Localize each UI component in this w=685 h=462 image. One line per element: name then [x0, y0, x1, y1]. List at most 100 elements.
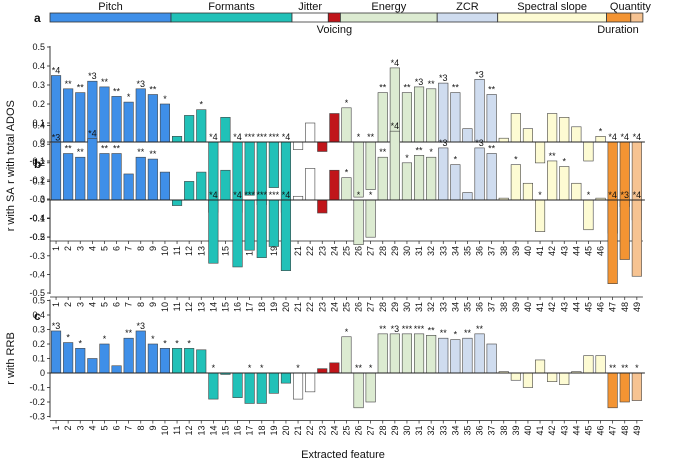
category-label: Voicing — [317, 24, 352, 36]
y-tick-label: -0.1 — [29, 383, 45, 393]
x-tick-label: 39 — [511, 426, 521, 436]
bar — [244, 199, 255, 251]
bar — [123, 101, 134, 143]
significance-label: ** — [440, 328, 448, 338]
x-tick-label: 35 — [462, 246, 472, 256]
bar — [571, 126, 582, 143]
x-tick-label: 30 — [402, 302, 412, 312]
bar — [172, 199, 183, 206]
x-tick-label: 47 — [608, 426, 618, 436]
x-tick-label: 49 — [632, 302, 642, 312]
significance-label: *** — [269, 132, 280, 142]
x-tick-label: 37 — [487, 302, 497, 312]
category-segment — [327, 12, 341, 23]
significance-label: ** — [101, 144, 109, 154]
x-tick-label: 38 — [499, 426, 509, 436]
x-tick-label: 44 — [571, 302, 581, 312]
x-tick-label: 5 — [99, 426, 109, 431]
significance-label: * — [151, 334, 155, 344]
x-tick-label: 7 — [124, 246, 134, 251]
x-tick-label: 3 — [75, 426, 85, 431]
y-tick-label: 0.2 — [32, 99, 45, 109]
significance-label: * — [103, 334, 107, 344]
panel-letter: b — [34, 157, 41, 171]
significance-label: ** — [65, 144, 73, 154]
x-tick-label: 12 — [184, 302, 194, 312]
y-tick-label: -0.3 — [29, 251, 45, 261]
bar — [75, 348, 86, 374]
bar — [534, 199, 546, 232]
significance-label: *4 — [608, 132, 617, 142]
x-tick-label: 37 — [487, 246, 497, 256]
significance-label: * — [212, 363, 216, 373]
y-tick-label: 0.2 — [32, 158, 45, 168]
bar — [280, 372, 292, 384]
significance-label: *** — [402, 324, 413, 334]
significance-label: *4 — [391, 121, 400, 131]
x-tick-label: 31 — [414, 246, 424, 256]
significance-label: * — [369, 363, 373, 373]
bar — [99, 153, 110, 201]
significance-label: * — [587, 190, 591, 200]
bar — [317, 199, 328, 214]
x-tick-label: 2 — [63, 246, 73, 251]
bar — [232, 372, 243, 398]
bar — [401, 162, 413, 201]
bar — [305, 168, 316, 201]
significance-label: * — [405, 153, 409, 163]
bar — [268, 199, 279, 247]
bar — [147, 94, 158, 143]
significance-label: *** — [244, 190, 255, 200]
x-tick-label: 45 — [583, 302, 593, 312]
bar — [208, 372, 219, 400]
x-tick-label: 2 — [63, 426, 73, 431]
x-tick-label: 16 — [233, 426, 243, 436]
significance-label: ** — [65, 79, 73, 89]
bar — [583, 141, 594, 162]
bar — [208, 199, 219, 264]
x-tick-label: 13 — [196, 302, 206, 312]
bar — [220, 117, 231, 143]
x-tick-label: 27 — [366, 426, 376, 436]
x-tick-label: 20 — [281, 426, 291, 436]
bar — [413, 333, 425, 374]
significance-label: *4 — [209, 190, 218, 200]
significance-label: *3 — [52, 132, 61, 142]
significance-label: *4 — [282, 190, 291, 200]
x-tick-label: 25 — [341, 302, 351, 312]
x-tick-label: 23 — [317, 246, 327, 256]
x-tick-label: 26 — [354, 426, 364, 436]
x-tick-label: 27 — [366, 246, 376, 256]
bar — [135, 88, 146, 143]
x-axis-label: Extracted feature — [301, 449, 385, 461]
bar — [111, 365, 122, 374]
significance-label: *** — [256, 132, 267, 142]
x-tick-label: 36 — [475, 246, 485, 256]
y-tick-label: 0.1 — [32, 354, 45, 364]
bar — [147, 343, 158, 374]
significance-label: * — [175, 338, 179, 348]
significance-label: ** — [149, 149, 157, 159]
x-tick-label: 34 — [450, 302, 460, 312]
x-tick-label: 41 — [535, 426, 545, 436]
x-tick-label: 10 — [160, 426, 170, 436]
x-tick-label: 43 — [559, 302, 569, 312]
bar — [365, 141, 376, 190]
bar — [329, 362, 340, 374]
significance-label: *4 — [233, 190, 242, 200]
significance-label: *4 — [282, 132, 291, 142]
x-tick-label: 42 — [547, 426, 557, 436]
y-tick-label: -0.4 — [29, 269, 45, 279]
significance-label: ** — [452, 83, 460, 93]
significance-label: * — [260, 363, 264, 373]
significance-label: *4 — [391, 58, 400, 68]
bar — [377, 156, 388, 201]
x-tick-label: 32 — [426, 302, 436, 312]
significance-label: * — [163, 338, 167, 348]
y-tick-label: -0.2 — [29, 397, 45, 407]
x-tick-label: 28 — [378, 246, 388, 256]
significance-label: * — [163, 94, 167, 104]
y-tick-label: 0.3 — [32, 80, 45, 90]
bar-panels: 0.5 0.4 0.3 0.2 0.1 0 -0.1 -0.2 -0.3 -0.4 -0.5 r wi… — [5, 42, 645, 436]
